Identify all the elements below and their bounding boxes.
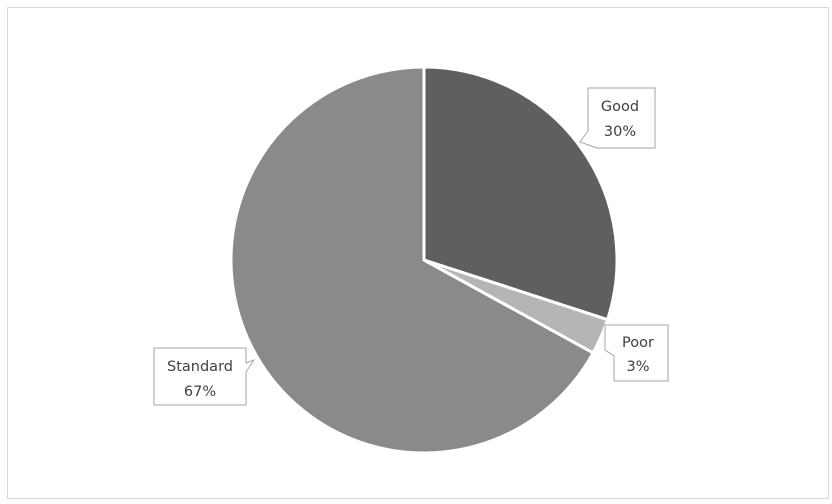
data-label-poor: Poor 3% — [604, 324, 669, 382]
slice-label-good-name: Good — [601, 99, 639, 115]
pie-slice-good — [422, 65, 619, 322]
pie-slices — [229, 65, 619, 455]
callout-box-standard — [153, 347, 256, 406]
slice-label-poor-name: Poor — [622, 335, 654, 351]
callout-box-poor — [604, 324, 669, 382]
callout-box-good — [579, 87, 656, 149]
data-labels: Good 30% Poor 3% Standard 67% — [153, 87, 669, 406]
slice-label-standard-name: Standard — [167, 359, 233, 375]
slice-label-poor-percent: 3% — [626, 359, 649, 375]
pie-slice-standard — [229, 65, 595, 455]
data-label-standard: Standard 67% — [153, 347, 256, 406]
slice-label-standard-percent: 67% — [184, 384, 216, 400]
data-label-good: Good 30% — [579, 87, 656, 149]
slice-label-good-percent: 30% — [604, 124, 636, 140]
